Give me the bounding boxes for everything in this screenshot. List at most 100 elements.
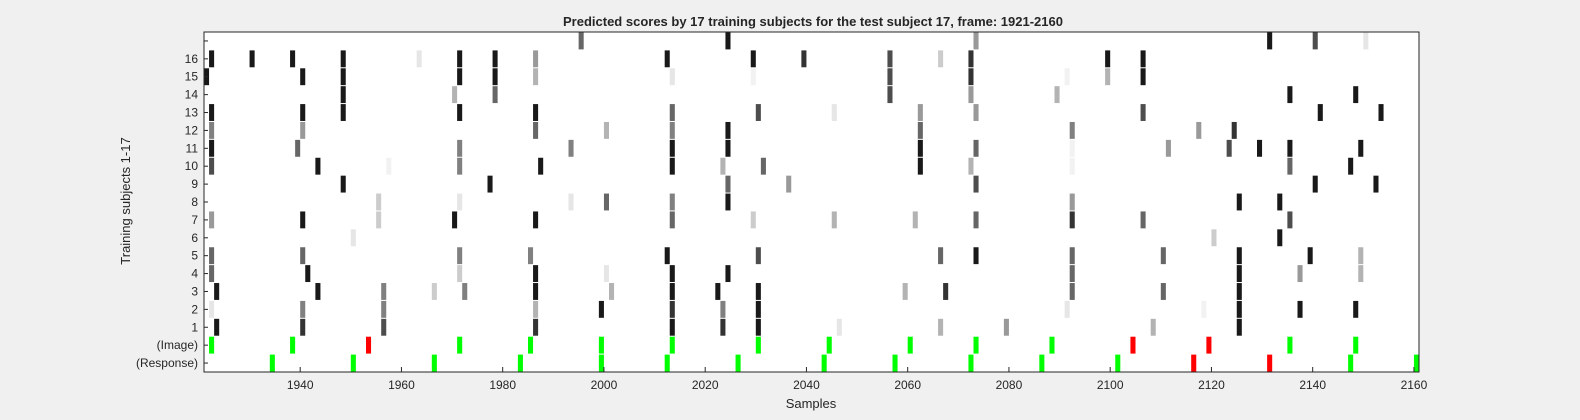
- score-cell: [209, 157, 215, 175]
- response-marker: [1267, 354, 1273, 372]
- score-cell: [376, 211, 382, 229]
- score-cell: [533, 121, 539, 139]
- score-cell: [340, 50, 346, 68]
- score-cell: [1069, 265, 1075, 283]
- score-cell: [669, 211, 675, 229]
- score-cell: [1267, 32, 1273, 50]
- x-tick-label: 2100: [1097, 378, 1124, 392]
- score-cell: [452, 86, 458, 104]
- score-cell: [290, 50, 296, 68]
- score-cell: [917, 157, 923, 175]
- score-cell: [831, 104, 837, 121]
- score-cell: [973, 211, 979, 229]
- y-tick-label: 9: [191, 177, 198, 191]
- score-cell: [295, 139, 301, 157]
- score-cell: [533, 283, 539, 300]
- score-cell: [917, 104, 923, 121]
- response-marker: [1348, 354, 1354, 372]
- score-cell: [452, 211, 458, 229]
- x-tick-label: 1940: [287, 378, 314, 392]
- score-cell: [1236, 193, 1242, 211]
- y-tick-label: 2: [191, 302, 198, 316]
- score-cell: [533, 50, 539, 68]
- score-cell: [1150, 318, 1156, 336]
- score-cell: [1287, 139, 1293, 157]
- score-cell: [755, 104, 761, 121]
- y-tick-label: 11: [186, 141, 199, 155]
- score-cell: [300, 68, 306, 86]
- image-marker: [457, 336, 463, 354]
- y-tick-label: 7: [191, 213, 198, 227]
- score-cell: [603, 193, 609, 211]
- score-cell: [457, 157, 463, 175]
- response-marker: [598, 354, 604, 372]
- score-cell: [973, 104, 979, 121]
- score-cell: [1069, 211, 1075, 229]
- score-cell: [1307, 247, 1313, 265]
- score-cell: [457, 265, 463, 283]
- score-cell: [300, 104, 306, 121]
- score-cell: [528, 247, 534, 265]
- score-cell: [209, 247, 215, 265]
- score-cell: [968, 157, 974, 175]
- image-marker: [528, 336, 534, 354]
- score-cell: [669, 104, 675, 121]
- x-tick-label: 2020: [692, 378, 719, 392]
- response-marker: [1115, 354, 1121, 372]
- y-tick-label: 12: [185, 123, 199, 137]
- score-cell: [300, 121, 306, 139]
- score-cell: [416, 50, 422, 68]
- score-cell: [300, 211, 306, 229]
- x-tick-label: 2160: [1401, 378, 1428, 392]
- y-tick-label: 10: [185, 159, 199, 173]
- score-cell: [609, 283, 615, 300]
- score-cell: [1069, 121, 1075, 139]
- score-cell: [1277, 193, 1283, 211]
- score-cell: [968, 86, 974, 104]
- image-marker: [907, 336, 913, 354]
- score-cell: [669, 139, 675, 157]
- response-marker: [968, 354, 974, 372]
- score-cell: [603, 121, 609, 139]
- response-marker: [350, 354, 356, 372]
- response-marker: [1413, 354, 1419, 372]
- image-marker: [598, 336, 604, 354]
- score-cell: [755, 318, 761, 336]
- score-cell: [533, 265, 539, 283]
- score-cell: [725, 265, 731, 283]
- score-cell: [1287, 86, 1293, 104]
- y-tick-label: 5: [191, 249, 198, 263]
- image-marker: [366, 336, 372, 354]
- y-tick-label: 15: [185, 70, 199, 84]
- score-cell: [340, 86, 346, 104]
- score-cell: [943, 283, 949, 300]
- x-tick-label: 1980: [489, 378, 516, 392]
- score-cell: [912, 211, 918, 229]
- score-cell: [715, 283, 721, 300]
- response-marker: [664, 354, 670, 372]
- score-cell: [1069, 283, 1075, 300]
- score-cell: [1064, 300, 1070, 318]
- score-cell: [938, 50, 944, 68]
- score-cell: [1236, 247, 1242, 265]
- score-cell: [457, 68, 463, 86]
- score-cell: [1312, 32, 1318, 50]
- score-cell: [669, 265, 675, 283]
- image-marker: [1049, 336, 1055, 354]
- score-cell: [598, 300, 604, 318]
- score-cell: [538, 157, 544, 175]
- score-cell: [1105, 50, 1111, 68]
- score-cell: [1140, 50, 1146, 68]
- score-cell: [973, 139, 979, 157]
- y-tick-label: 4: [191, 267, 198, 281]
- score-cell: [209, 300, 215, 318]
- score-cell: [350, 229, 356, 247]
- y-axis-label: Training subjects 1-17: [118, 137, 133, 264]
- score-cell: [801, 50, 807, 68]
- score-cell: [315, 283, 321, 300]
- score-cell: [1236, 318, 1242, 336]
- score-cell: [578, 32, 584, 50]
- score-cell: [917, 139, 923, 157]
- score-cell: [457, 104, 463, 121]
